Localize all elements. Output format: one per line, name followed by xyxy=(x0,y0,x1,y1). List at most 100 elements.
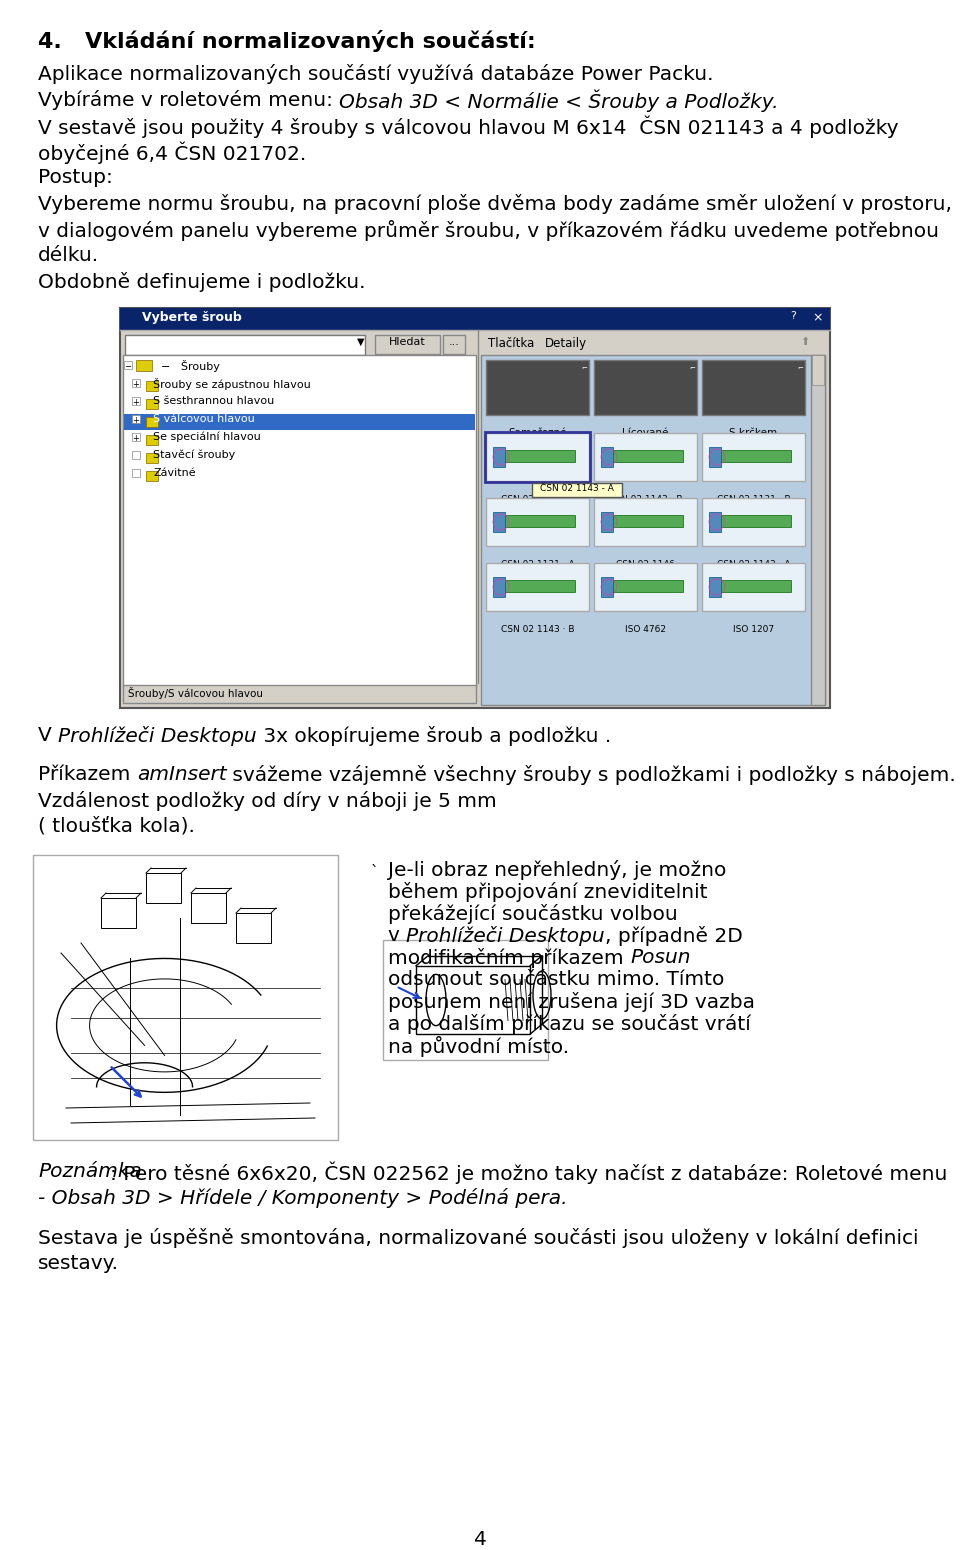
FancyBboxPatch shape xyxy=(601,512,613,532)
FancyBboxPatch shape xyxy=(124,361,132,369)
FancyBboxPatch shape xyxy=(132,380,140,388)
Text: Sestava je úspěšně smontována, normalizované součásti jsou uloženy v lokální def: Sestava je úspěšně smontována, normalizo… xyxy=(38,1228,919,1248)
FancyBboxPatch shape xyxy=(612,449,683,462)
FancyBboxPatch shape xyxy=(594,563,697,611)
Text: CSN 02 1146: CSN 02 1146 xyxy=(616,560,675,569)
Text: - Obsah 3D > Hřídele / Komponenty > Podélná pera.: - Obsah 3D > Hřídele / Komponenty > Podé… xyxy=(38,1187,567,1207)
FancyBboxPatch shape xyxy=(146,381,158,391)
Text: CSN 02 1143 · A: CSN 02 1143 · A xyxy=(501,494,574,504)
Text: svážeme vzájemně všechny šrouby s podložkami i podložky s nábojem.: svážeme vzájemně všechny šrouby s podlož… xyxy=(227,766,956,784)
Text: CSN 02 1131 · A: CSN 02 1131 · A xyxy=(501,560,574,569)
Text: CSN 02 1143 · A: CSN 02 1143 · A xyxy=(717,560,790,569)
FancyBboxPatch shape xyxy=(504,580,575,592)
Text: překážející součástku volbou: překážející součástku volbou xyxy=(388,904,678,924)
FancyBboxPatch shape xyxy=(709,446,721,467)
Text: Lícované: Lícované xyxy=(622,428,669,439)
FancyBboxPatch shape xyxy=(443,335,465,353)
Text: Detaily: Detaily xyxy=(545,336,588,350)
Text: na původní místo.: na původní místo. xyxy=(388,1035,569,1057)
Text: `: ` xyxy=(371,865,378,880)
Text: obyčejné 6,4 ČSN 021702.: obyčejné 6,4 ČSN 021702. xyxy=(38,143,306,164)
FancyBboxPatch shape xyxy=(120,308,830,330)
FancyBboxPatch shape xyxy=(33,856,338,1139)
Text: Šrouby se zápustnou hlavou: Šrouby se zápustnou hlavou xyxy=(153,378,311,391)
FancyBboxPatch shape xyxy=(132,432,140,442)
FancyBboxPatch shape xyxy=(132,451,140,459)
Text: ⌐: ⌐ xyxy=(689,364,695,370)
Text: −: − xyxy=(125,363,132,370)
Text: +: + xyxy=(132,415,139,425)
FancyBboxPatch shape xyxy=(383,939,548,1060)
FancyBboxPatch shape xyxy=(146,471,158,480)
FancyBboxPatch shape xyxy=(124,414,475,429)
FancyBboxPatch shape xyxy=(720,449,791,462)
FancyBboxPatch shape xyxy=(612,515,683,527)
Text: Se speciální hlavou: Se speciální hlavou xyxy=(153,432,261,442)
FancyBboxPatch shape xyxy=(123,355,476,688)
Text: Příkazem: Příkazem xyxy=(38,766,136,784)
Text: V sestavě jsou použity 4 šrouby s válcovou hlavou M 6x14  ČSN 021143 a 4 podložk: V sestavě jsou použity 4 šrouby s válcov… xyxy=(38,116,899,138)
Text: Vzdálenost podložky od díry v náboji je 5 mm: Vzdálenost podložky od díry v náboji je … xyxy=(38,790,496,811)
Text: Vybíráme v roletovém menu:: Vybíráme v roletovém menu: xyxy=(38,90,340,110)
FancyBboxPatch shape xyxy=(146,453,158,463)
Text: Prohlížeči Desktopu: Prohlížeči Desktopu xyxy=(406,925,605,945)
Text: Tlačítka: Tlačítka xyxy=(488,336,535,350)
FancyBboxPatch shape xyxy=(481,355,825,705)
FancyBboxPatch shape xyxy=(375,335,440,353)
Text: délku.: délku. xyxy=(38,246,99,265)
Text: +: + xyxy=(132,398,139,408)
FancyBboxPatch shape xyxy=(120,308,830,708)
Text: ( tloušťka kola).: ( tloušťka kola). xyxy=(38,817,195,835)
FancyBboxPatch shape xyxy=(720,580,791,592)
Text: modifikačním příkazem: modifikačním příkazem xyxy=(388,949,630,969)
Text: S válcovou hlavou: S válcovou hlavou xyxy=(153,414,254,425)
Text: CSN 02 1143 · B: CSN 02 1143 · B xyxy=(501,625,574,634)
FancyBboxPatch shape xyxy=(532,484,622,498)
FancyBboxPatch shape xyxy=(702,360,805,415)
Text: ⌐: ⌐ xyxy=(797,364,803,370)
FancyBboxPatch shape xyxy=(811,355,825,705)
Text: Postup:: Postup: xyxy=(38,167,113,188)
FancyBboxPatch shape xyxy=(594,360,697,415)
Text: Šrouby/S válcovou hlavou: Šrouby/S válcovou hlavou xyxy=(128,687,263,699)
Text: ⬆: ⬆ xyxy=(800,336,809,347)
FancyBboxPatch shape xyxy=(123,685,476,704)
Text: 3x okopírujeme šroub a podložku .: 3x okopírujeme šroub a podložku . xyxy=(256,725,611,746)
FancyBboxPatch shape xyxy=(709,577,721,597)
Text: ?: ? xyxy=(790,312,796,321)
Text: Stavěcí šrouby: Stavěcí šrouby xyxy=(153,449,235,460)
Text: během připojování zneviditelnit: během připojování zneviditelnit xyxy=(388,882,708,902)
Text: ISO 1207: ISO 1207 xyxy=(732,625,774,634)
FancyBboxPatch shape xyxy=(594,432,697,480)
FancyBboxPatch shape xyxy=(702,432,805,480)
Text: Obdobně definujeme i podložku.: Obdobně definujeme i podložku. xyxy=(38,271,366,291)
Text: +: + xyxy=(132,380,139,389)
FancyBboxPatch shape xyxy=(136,360,152,370)
Text: a po dalším příkazu se součást vrátí: a po dalším příkazu se součást vrátí xyxy=(388,1014,751,1034)
Text: Vybereme normu šroubu, na pracovní ploše dvěma body zadáme směr uložení v prosto: Vybereme normu šroubu, na pracovní ploše… xyxy=(38,194,952,214)
Text: Závitné: Závitné xyxy=(153,468,196,477)
Text: Poznámka: Poznámka xyxy=(38,1162,142,1181)
Text: Aplikace normalizovaných součástí využívá databáze Power Packu.: Aplikace normalizovaných součástí využív… xyxy=(38,64,713,84)
FancyBboxPatch shape xyxy=(132,470,140,477)
FancyBboxPatch shape xyxy=(612,580,683,592)
Text: Vyberte šroub: Vyberte šroub xyxy=(142,312,242,324)
Text: ⌐: ⌐ xyxy=(581,364,587,370)
Text: −   Šrouby: − Šrouby xyxy=(161,360,220,372)
Text: Obsah 3D < Normálie < Šrouby a Podložky.: Obsah 3D < Normálie < Šrouby a Podložky. xyxy=(340,90,779,113)
Text: odsunout součástku mimo. Tímto: odsunout součástku mimo. Tímto xyxy=(388,970,725,989)
Text: V: V xyxy=(38,725,59,746)
FancyBboxPatch shape xyxy=(486,360,589,415)
FancyBboxPatch shape xyxy=(132,397,140,405)
FancyBboxPatch shape xyxy=(702,563,805,611)
Text: posunem není zrušena její 3D vazba: posunem není zrušena její 3D vazba xyxy=(388,992,755,1012)
FancyBboxPatch shape xyxy=(493,446,505,467)
Text: amInsert: amInsert xyxy=(136,766,227,784)
FancyBboxPatch shape xyxy=(601,446,613,467)
Text: +: + xyxy=(132,434,139,443)
Text: S krčkem: S krčkem xyxy=(730,428,778,439)
FancyBboxPatch shape xyxy=(493,577,505,597)
Text: sestavy.: sestavy. xyxy=(38,1254,119,1273)
Text: ČSN 02 1143 - A: ČSN 02 1143 - A xyxy=(540,484,614,493)
Text: : Pero těsné 6x6x20, ČSN 022562 je možno taky načíst z databáze: Roletové menu: : Pero těsné 6x6x20, ČSN 022562 je možno… xyxy=(110,1162,948,1184)
